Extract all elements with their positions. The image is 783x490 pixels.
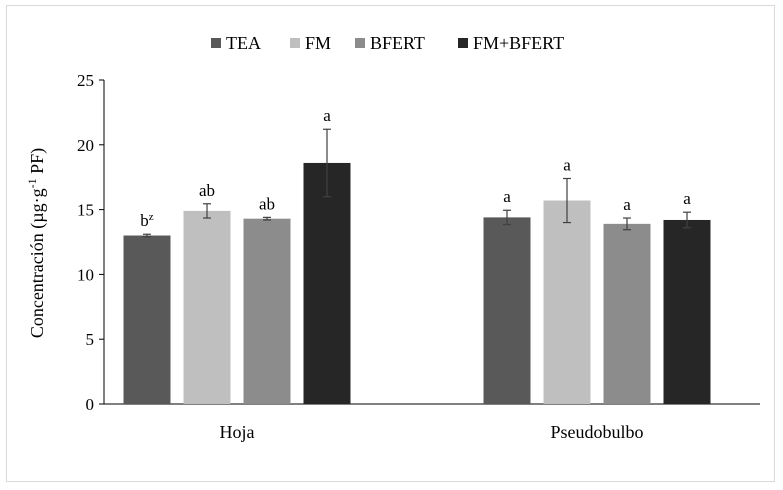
legend: TEA FM BFERT FM+BFERT [211, 33, 564, 53]
legend-label: FM+BFERT [473, 33, 564, 53]
bar [483, 217, 531, 404]
legend-swatch [290, 38, 300, 48]
y-tick-label: 25 [77, 71, 94, 90]
y-axis-label: Concentración (µg·g-1 PF) [25, 148, 48, 338]
category-label: Hoja [220, 422, 255, 442]
significance-label: ab [259, 194, 275, 213]
significance-label: bz [140, 211, 154, 230]
significance-label: ab [199, 181, 215, 200]
bar [603, 223, 651, 404]
significance-superscript: z [149, 211, 154, 223]
significance-label: a [503, 187, 511, 206]
y-tick-label: 5 [86, 330, 95, 349]
bar [183, 210, 231, 404]
category-label: Pseudobulbo [550, 422, 643, 442]
significance-label: a [323, 106, 331, 125]
significance-label: a [623, 195, 631, 214]
bar [123, 235, 171, 404]
y-tick-label: 15 [77, 201, 94, 220]
significance-label: a [563, 155, 571, 174]
y-axis-label-main: Concentración (µg·g [27, 188, 48, 338]
bar [303, 162, 351, 404]
y-axis-label-superscript: -1 [25, 178, 39, 188]
axes: 0 5 10 15 20 25 [77, 71, 760, 414]
y-axis-label-end: PF) [27, 148, 48, 179]
y-tick-label: 10 [77, 265, 94, 284]
y-tick-label: 20 [77, 136, 94, 155]
bar [543, 200, 591, 404]
legend-swatch [211, 38, 221, 48]
bar [663, 219, 711, 404]
bar [243, 218, 291, 404]
legend-swatch [355, 38, 365, 48]
legend-swatch [458, 38, 468, 48]
y-tick-label: 0 [86, 395, 95, 414]
legend-label: TEA [226, 33, 261, 53]
significance-label: a [683, 189, 691, 208]
legend-label: FM [305, 33, 331, 53]
legend-label: BFERT [370, 33, 425, 53]
bars: bz ab ab a Hoja a a a a Pseudobulbo [123, 106, 711, 442]
